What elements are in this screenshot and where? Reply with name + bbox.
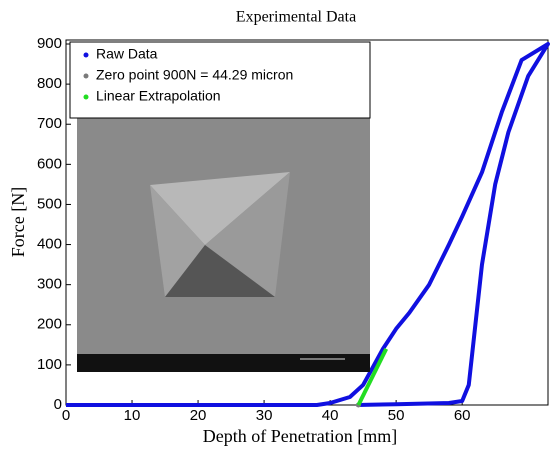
y-tick-label: 700: [37, 115, 62, 132]
legend: Raw Data Zero point 900N = 44.29 micron Li…: [83, 46, 293, 104]
pyramid-face: [150, 172, 290, 245]
legend-label: Raw Data: [96, 46, 158, 62]
y-tick-label: 900: [37, 35, 62, 52]
series-line: [66, 42, 550, 407]
x-tick-label: 30: [256, 407, 273, 424]
pyramid-face: [165, 245, 275, 297]
y-tick-label: 200: [37, 316, 62, 333]
x-tick-label: 50: [388, 407, 405, 424]
x-tick-label: 10: [124, 407, 141, 424]
x-tick-label: 0: [62, 407, 70, 424]
chart-title: Experimental Data: [236, 9, 356, 26]
pyramid-face: [150, 185, 205, 297]
y-tick-label: 0: [54, 396, 62, 413]
y-tick-label: 800: [37, 75, 62, 92]
scale-bar-strip: [77, 354, 370, 372]
x-axis-label: Depth of Penetration [mm]: [203, 426, 397, 446]
y-tick-label: 300: [37, 276, 62, 293]
legend-label: Zero point 900N = 44.29 micron: [96, 67, 293, 83]
legend-marker: [83, 94, 89, 100]
y-axis-label: Force [N]: [8, 187, 28, 257]
legend-marker: [83, 73, 89, 79]
legend-label: Linear Extrapolation: [96, 88, 221, 104]
inset-image: [77, 118, 370, 372]
y-tick-label: 100: [37, 356, 62, 373]
y-tick-label: 600: [37, 155, 62, 172]
plot-area: 0 10 20 30 40 50 60010020030040050060070080090…: [37, 35, 550, 424]
y-tick-label: 500: [37, 195, 62, 212]
pyramid-face: [205, 172, 290, 297]
x-tick-label: 40: [322, 407, 339, 424]
series-line: [356, 347, 389, 406]
x-tick-label: 60: [454, 407, 471, 424]
x-tick-label: 20: [190, 407, 207, 424]
legend-box: [69, 41, 371, 119]
legend-marker: [83, 52, 89, 58]
y-tick-label: 400: [37, 236, 62, 253]
